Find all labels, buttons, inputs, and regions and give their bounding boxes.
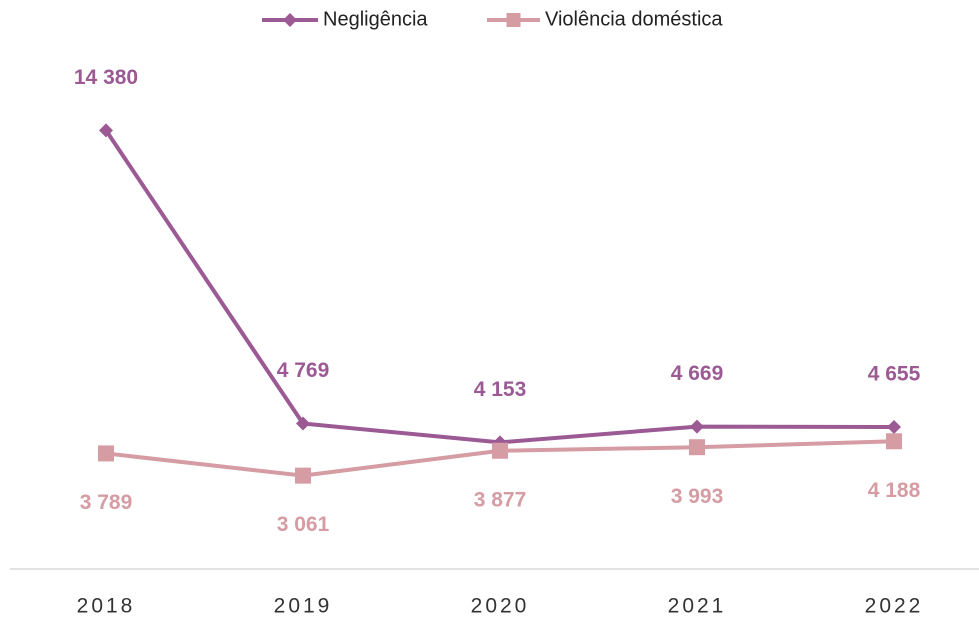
data-label: 4 188: [868, 479, 921, 502]
x-tick-label: 2022: [865, 595, 924, 618]
point: [98, 445, 114, 462]
x-tick-label: 2020: [471, 595, 530, 618]
x-tick-label: 2018: [77, 595, 136, 618]
legend-label: Violência doméstica: [545, 8, 723, 30]
data-label: 14 380: [74, 66, 138, 89]
legend-marker: [506, 13, 521, 27]
point: [99, 123, 113, 138]
data-label: 3 061: [277, 513, 330, 536]
point: [887, 420, 901, 435]
point: [296, 416, 310, 431]
data-label: 3 877: [474, 488, 527, 511]
data-label: 4 669: [671, 362, 724, 385]
legend-marker: [283, 13, 297, 27]
data-label: 4 655: [868, 363, 921, 386]
legend-label: Negligência: [323, 8, 428, 30]
point: [689, 439, 705, 456]
x-tick-label: 2021: [668, 595, 727, 618]
data-label: 4 153: [474, 378, 527, 401]
point: [886, 433, 902, 450]
data-label: 4 769: [277, 359, 330, 382]
data-label: 3 789: [80, 491, 133, 514]
point: [295, 467, 311, 484]
point: [690, 419, 704, 434]
x-tick-label: 2019: [274, 595, 333, 618]
point: [492, 442, 508, 459]
data-label: 3 993: [671, 485, 724, 508]
